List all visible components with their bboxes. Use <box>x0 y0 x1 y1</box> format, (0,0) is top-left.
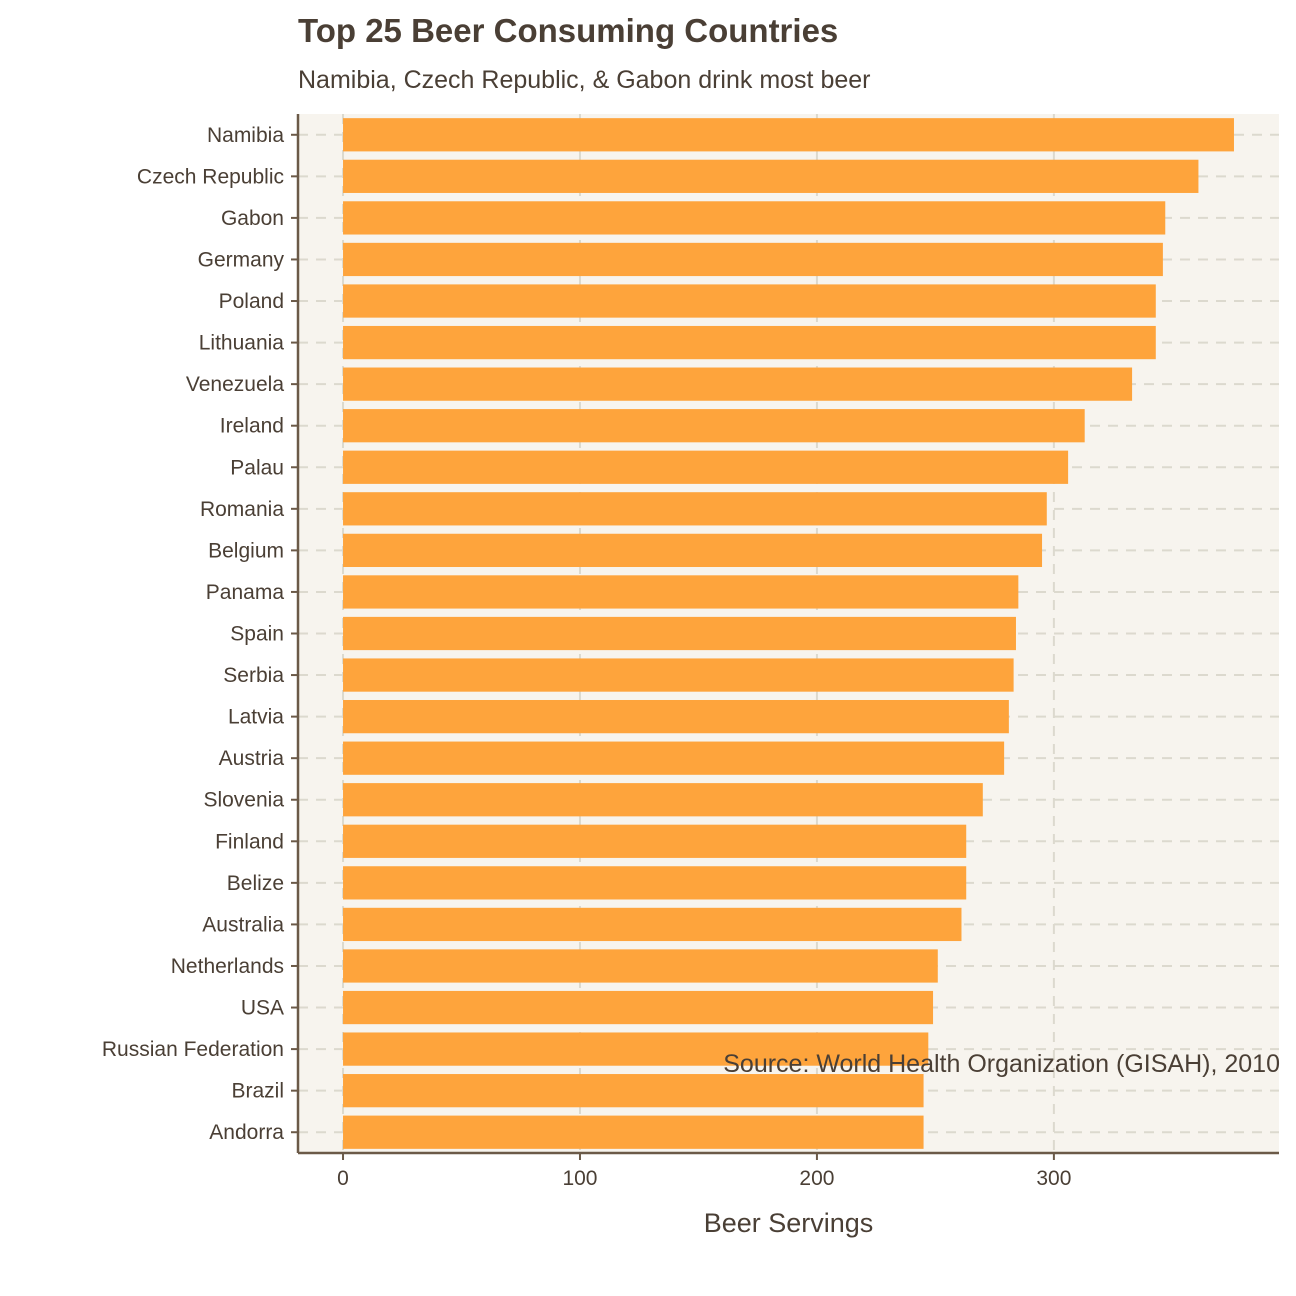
x-tick-label: 0 <box>337 1167 349 1190</box>
y-tick-label: Finland <box>215 830 284 853</box>
bar-finland <box>343 824 967 858</box>
y-tick-label: Australia <box>202 913 284 936</box>
y-tick-label: Belgium <box>208 539 284 562</box>
chart-subtitle: Namibia, Czech Republic, & Gabon drink m… <box>298 66 871 94</box>
bar-austria <box>343 741 1005 775</box>
x-axis-title: Beer Servings <box>704 1208 874 1238</box>
y-tick-label: USA <box>241 997 284 1020</box>
bar-namibia <box>343 118 1234 152</box>
x-tick-label: 100 <box>562 1167 597 1190</box>
y-tick-label: Czech Republic <box>137 165 284 188</box>
bar-usa <box>343 990 934 1025</box>
bar-palau <box>343 450 1069 484</box>
y-tick-label: Latvia <box>228 706 284 729</box>
y-tick-label: Panama <box>206 581 285 604</box>
y-tick-label: Belize <box>227 872 284 895</box>
y-tick-label: Brazil <box>231 1080 284 1103</box>
bars <box>343 118 1234 1149</box>
bar-russian-federation <box>343 1032 929 1066</box>
y-tick-label: Spain <box>230 623 284 646</box>
y-tick-label: Slovenia <box>203 789 284 812</box>
bar-czech-republic <box>343 159 1199 193</box>
bar-romania <box>343 492 1047 526</box>
bar-latvia <box>343 699 1009 734</box>
chart-title: Top 25 Beer Consuming Countries <box>298 12 839 49</box>
bar-australia <box>343 907 962 942</box>
y-tick-label: Serbia <box>223 664 284 687</box>
bar-gabon <box>343 201 1166 235</box>
y-tick-label: Andorra <box>209 1121 284 1144</box>
bar-spain <box>343 616 1016 651</box>
y-tick-label: Ireland <box>220 415 284 438</box>
bar-germany <box>343 242 1163 277</box>
y-tick-label: Lithuania <box>199 332 285 355</box>
y-tick-label: Palau <box>230 456 284 479</box>
bar-belize <box>343 866 967 900</box>
y-tick-label: Gabon <box>221 207 284 230</box>
bar-poland <box>343 284 1156 318</box>
y-tick-label: Austria <box>219 747 285 770</box>
bar-panama <box>343 575 1019 609</box>
x-tick-label: 300 <box>1036 1167 1071 1190</box>
bar-venezuela <box>343 367 1133 401</box>
bar-andorra <box>343 1115 924 1149</box>
y-tick-label: Namibia <box>207 124 284 147</box>
x-tick-label: 200 <box>799 1167 834 1190</box>
axes: Namibia Czech Republic Gabon Germany Poland L… <box>102 114 1279 1190</box>
bar-slovenia <box>343 783 983 817</box>
bar-brazil <box>343 1074 924 1108</box>
bar-netherlands <box>343 949 938 983</box>
bar-serbia <box>343 658 1014 692</box>
y-tick-label: Russian Federation <box>102 1038 284 1061</box>
chart-caption: Source: World Health Organization (GISAH… <box>723 1050 1280 1078</box>
y-tick-label: Venezuela <box>186 373 284 396</box>
bar-belgium <box>343 533 1043 568</box>
bar-ireland <box>343 409 1085 443</box>
y-tick-label: Germany <box>198 248 285 271</box>
bar-lithuania <box>343 325 1156 360</box>
y-tick-label: Romania <box>200 498 284 521</box>
y-tick-label: Poland <box>219 290 284 313</box>
y-tick-label: Netherlands <box>171 955 284 978</box>
